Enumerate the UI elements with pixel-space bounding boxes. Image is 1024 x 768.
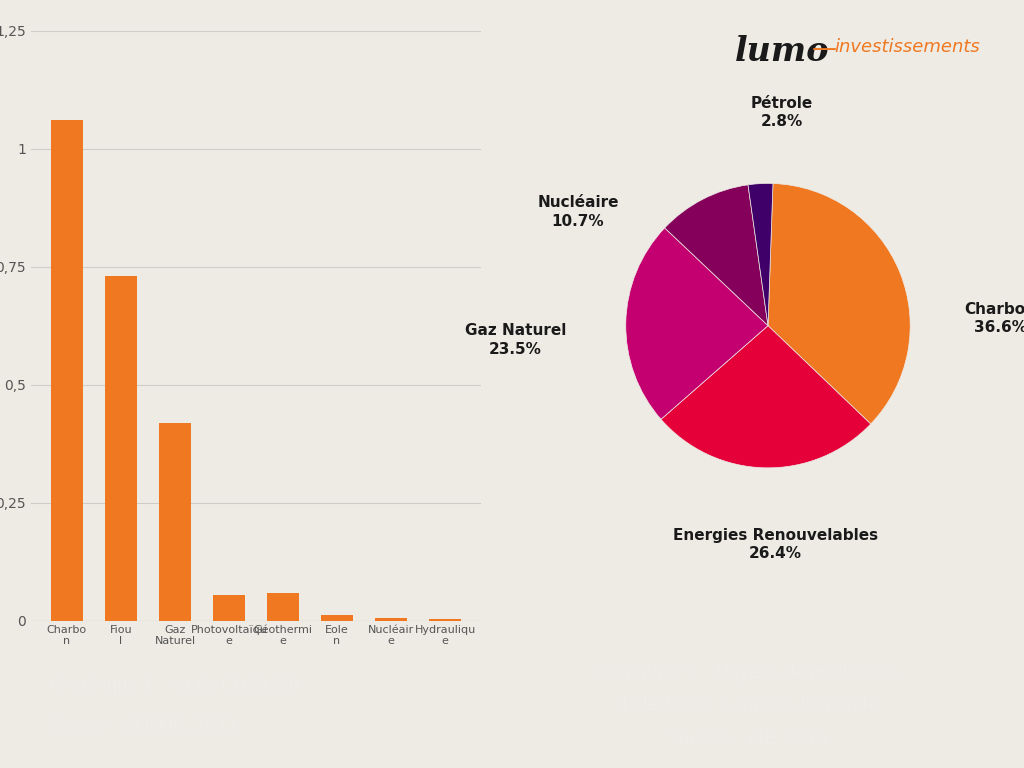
Text: Graphique 1 : kg éq CO2/kWh: Graphique 1 : kg éq CO2/kWh [51, 677, 299, 695]
Text: Source :  AIE, 2019: Source : AIE, 2019 [669, 730, 826, 748]
Wedge shape [626, 228, 768, 419]
Bar [51, 121, 83, 621]
Wedge shape [665, 185, 768, 326]
Text: lumo: lumo [735, 35, 829, 68]
Bar [160, 423, 190, 621]
Text: Energies Renouvelables
26.4%: Energies Renouvelables 26.4% [673, 528, 878, 561]
Bar [376, 617, 407, 621]
Bar [213, 594, 245, 621]
Text: Gaz Naturel
23.5%: Gaz Naturel 23.5% [465, 323, 566, 356]
Wedge shape [660, 326, 870, 468]
Text: Source : ADEME, 2023: Source : ADEME, 2023 [51, 717, 237, 735]
Text: d'électricité à travers le monde: d'électricité à travers le monde [617, 696, 878, 713]
Bar [322, 615, 352, 621]
Wedge shape [768, 184, 910, 424]
Text: Graphique 2 : Moyens de production: Graphique 2 : Moyens de production [596, 664, 899, 682]
Text: Charbon
36.6%: Charbon 36.6% [965, 302, 1024, 336]
Bar [267, 593, 299, 621]
Text: Pétrole
2.8%: Pétrole 2.8% [751, 96, 813, 129]
Bar [105, 276, 136, 621]
Text: investissements: investissements [835, 38, 980, 56]
Wedge shape [748, 184, 773, 326]
Text: —: — [812, 37, 837, 61]
Text: Nucléaire
10.7%: Nucléaire 10.7% [538, 195, 618, 229]
Bar [429, 619, 461, 621]
